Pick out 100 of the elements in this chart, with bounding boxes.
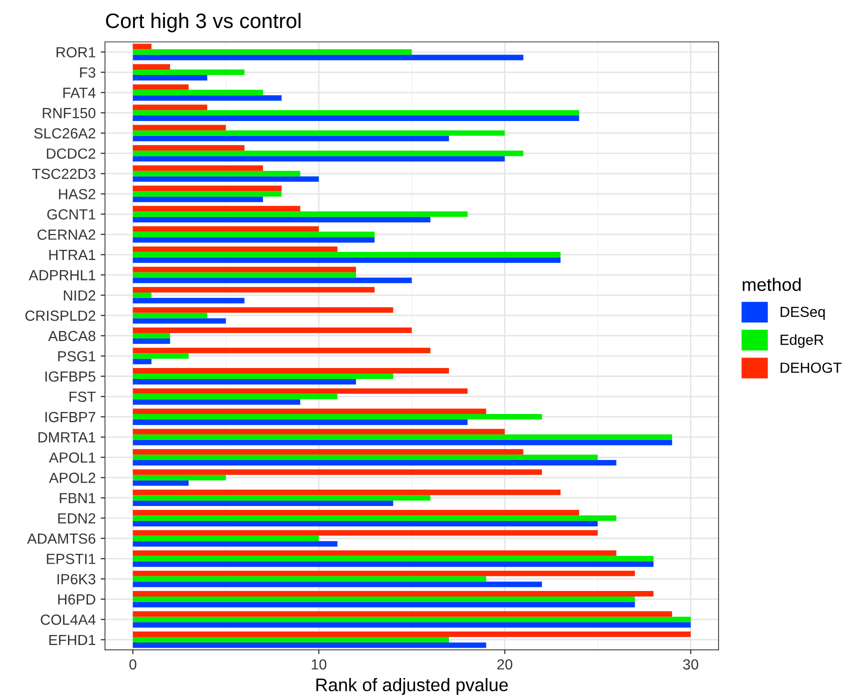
x-axis-title: Rank of adjusted pvalue — [316, 678, 508, 695]
bar — [132, 642, 486, 648]
bar — [132, 515, 616, 521]
bar — [132, 469, 542, 475]
bar — [132, 54, 524, 60]
y-tick-label: ADPRHL1 — [28, 270, 96, 280]
bar — [132, 49, 412, 55]
bar — [132, 536, 319, 542]
bar — [132, 602, 635, 608]
bar — [132, 237, 375, 243]
bar — [132, 252, 561, 258]
bar — [132, 95, 282, 101]
bar — [132, 520, 598, 526]
bar — [132, 576, 486, 582]
legend-label: EdgeR — [780, 334, 824, 348]
y-tick-label: COL4A4 — [40, 614, 96, 625]
bar — [132, 556, 654, 562]
bar — [132, 90, 264, 96]
legend-label: DEHOGT — [780, 362, 842, 373]
y-tick-label: ADAMTS6 — [27, 533, 96, 544]
x-tick-label: 10 — [312, 659, 326, 670]
legend-label: DESeq — [780, 306, 825, 320]
bar — [132, 510, 580, 516]
y-tick-label: IGFBP7 — [45, 412, 96, 422]
bar — [132, 70, 244, 76]
bar — [132, 474, 226, 480]
bar — [132, 358, 152, 364]
bar — [132, 561, 654, 567]
bar — [132, 150, 524, 156]
y-tick-label: HAS2 — [59, 188, 96, 200]
bar — [132, 232, 375, 238]
bar — [132, 530, 598, 536]
bar — [132, 318, 226, 324]
bar — [132, 170, 300, 176]
bar — [132, 206, 300, 212]
y-tick-label: CERNA2 — [38, 230, 96, 240]
y-tick-label: IP6K3 — [58, 574, 96, 584]
bar — [132, 570, 635, 576]
bar — [132, 298, 244, 304]
y-tick-label: DMRTA1 — [38, 432, 96, 442]
bar — [132, 632, 691, 637]
y-tick-label: PSG1 — [58, 351, 96, 362]
bar — [132, 104, 208, 110]
y-tick-label: F3 — [80, 67, 96, 78]
bar — [132, 191, 282, 197]
y-tick-label: SLC26A2 — [34, 128, 96, 138]
bar — [132, 596, 635, 602]
bar — [132, 611, 672, 617]
x-tick-label: 0 — [129, 659, 136, 670]
bar — [132, 550, 616, 556]
y-tick-label: NID2 — [64, 290, 96, 300]
y-tick-label: EPSTI1 — [46, 554, 96, 564]
y-tick-label: ROR1 — [56, 47, 96, 58]
bar — [132, 374, 394, 379]
bar — [132, 338, 170, 344]
bar — [132, 500, 394, 506]
bar — [132, 454, 598, 460]
bar — [132, 216, 430, 222]
bar — [132, 165, 264, 171]
bar — [132, 590, 654, 596]
y-tick-label: EFHD1 — [49, 634, 96, 645]
bar — [132, 490, 561, 496]
legend-title: method — [742, 278, 801, 292]
bar — [132, 292, 152, 298]
bar — [132, 286, 375, 292]
y-tick-label: EDN2 — [58, 513, 96, 524]
bar — [132, 156, 505, 162]
bar — [132, 211, 468, 217]
bar — [132, 636, 449, 642]
bar — [132, 75, 208, 80]
y-tick-label: TSC22D3 — [32, 168, 96, 180]
y-tick-label: CRISPLD2 — [25, 310, 96, 321]
bar — [132, 541, 338, 547]
bar — [132, 130, 505, 136]
y-tick-label: HTRA1 — [49, 250, 96, 260]
bar — [132, 44, 152, 50]
bar — [132, 440, 672, 446]
bar — [132, 353, 189, 359]
bar — [132, 312, 208, 318]
bar — [132, 449, 524, 455]
bar — [132, 124, 226, 130]
y-tick-label: APOL1 — [48, 452, 96, 463]
bar — [132, 394, 338, 400]
bar — [132, 257, 561, 263]
bar — [132, 145, 244, 151]
y-tick-label: RNF150 — [42, 108, 96, 118]
bar — [132, 84, 189, 90]
bar — [132, 428, 505, 434]
bar — [132, 582, 542, 588]
bar — [132, 399, 300, 405]
bar — [132, 388, 468, 394]
bar — [132, 434, 672, 440]
bar — [132, 368, 449, 374]
bar — [132, 480, 189, 486]
y-tick-label: GCNT1 — [47, 209, 96, 220]
x-tick-label: 30 — [683, 659, 698, 670]
bar — [132, 278, 412, 284]
bar — [132, 196, 264, 202]
y-tick-label: FBN1 — [60, 493, 96, 504]
y-tick-label: APOL2 — [48, 472, 96, 484]
